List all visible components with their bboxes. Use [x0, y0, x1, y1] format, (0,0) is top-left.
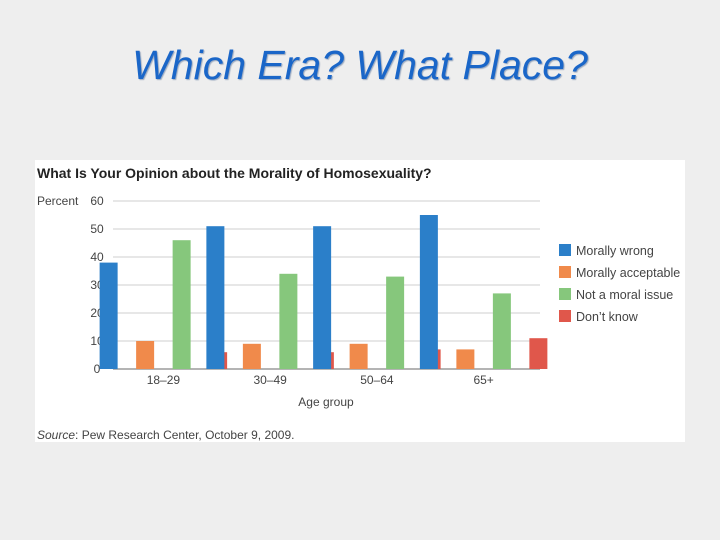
y-axis-label: Percent	[37, 194, 79, 208]
y-tick-label: 40	[90, 250, 104, 264]
legend-label: Don’t know	[576, 310, 639, 324]
legend-label: Morally acceptable	[576, 266, 680, 280]
bar-morally-wrong-1	[206, 226, 225, 369]
legend-label: Morally wrong	[576, 244, 654, 258]
x-category-label: 18–29	[147, 373, 181, 387]
y-tick-label: 0	[94, 362, 101, 376]
legend: Morally wrong Morally acceptable Not a mor…	[559, 244, 680, 324]
source-note: Source: Pew Research Center, October 9, …	[37, 428, 294, 442]
x-axis-categories: 18–29 30–49 50–64 65+	[147, 373, 494, 387]
y-tick-label: 50	[90, 222, 104, 236]
bar-morally-wrong-0	[99, 262, 118, 369]
bar-morally-wrong-3	[419, 215, 438, 369]
x-category-label: 50–64	[360, 373, 394, 387]
legend-swatch	[559, 288, 571, 300]
bar-morally-acceptable-2	[349, 343, 368, 369]
legend-swatch	[559, 266, 571, 278]
chart-panel: What Is Your Opinion about the Morality …	[35, 160, 685, 442]
legend-swatch	[559, 244, 571, 256]
legend-swatch	[559, 310, 571, 322]
bar-not-a-moral-issue-0	[172, 240, 191, 369]
x-axis-label: Age group	[298, 395, 354, 409]
bar-not-a-moral-issue-1	[279, 273, 298, 369]
bar-morally-acceptable-3	[456, 349, 475, 369]
chart-title: What Is Your Opinion about the Morality …	[37, 165, 432, 181]
x-category-label: 30–49	[253, 373, 287, 387]
bar-not-a-moral-issue-3	[492, 293, 511, 369]
source-label: Source	[37, 428, 75, 442]
source-text: : Pew Research Center, October 9, 2009.	[75, 428, 294, 442]
bar-morally-wrong-2	[313, 226, 332, 369]
bars	[99, 215, 548, 369]
legend-label: Not a moral issue	[576, 288, 673, 302]
y-tick-label: 60	[90, 194, 104, 208]
bar-not-a-moral-issue-2	[386, 276, 405, 369]
bar-don-t-know-3	[529, 338, 548, 369]
bar-morally-acceptable-0	[136, 341, 155, 369]
x-category-label: 65+	[473, 373, 493, 387]
slide-title: Which Era? What Place?	[132, 42, 588, 88]
bar-morally-acceptable-1	[242, 343, 261, 369]
chart-svg: What Is Your Opinion about the Morality …	[37, 165, 680, 442]
